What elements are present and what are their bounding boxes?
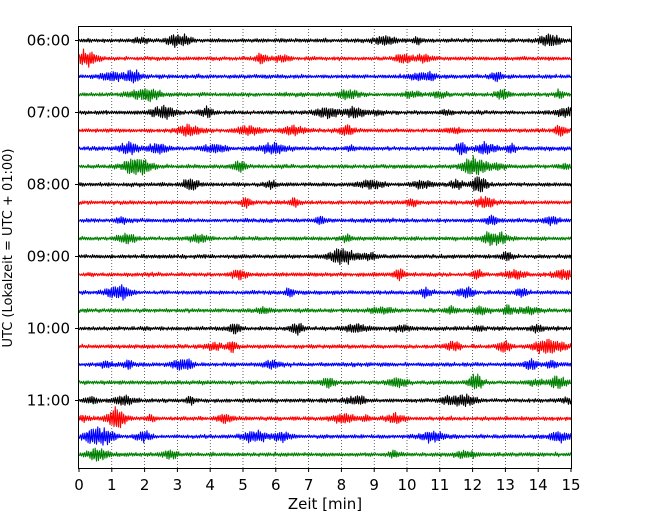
x-tick-label-3: 3 xyxy=(173,476,183,494)
x-tick-label-7: 7 xyxy=(304,476,314,494)
x-tick-label-8: 8 xyxy=(337,476,347,494)
y-tick-label-10:00: 10:00 xyxy=(27,320,70,338)
seismic-traces xyxy=(78,33,572,462)
y-tick-label-09:00: 09:00 xyxy=(27,248,70,266)
x-axis-ticks: 0 1 2 3 4 5 6 7 8 9 10 11 12 13 14 15 xyxy=(74,468,581,494)
trace-1015 xyxy=(78,338,572,355)
trace-1030 xyxy=(78,358,572,371)
x-tick-label-14: 14 xyxy=(529,476,548,494)
x-tick-label-2: 2 xyxy=(140,476,150,494)
trace-0745 xyxy=(78,155,572,176)
x-tick-label-12: 12 xyxy=(463,476,482,494)
trace-0600 xyxy=(78,33,572,49)
x-tick-label-4: 4 xyxy=(205,476,215,494)
trace-0830 xyxy=(78,214,572,227)
trace-0700 xyxy=(78,104,572,120)
trace-1130 xyxy=(78,426,572,446)
trace-1145 xyxy=(78,447,572,462)
trace-0715 xyxy=(78,123,572,137)
trace-0945 xyxy=(78,304,572,316)
plot-frame xyxy=(78,26,572,469)
trace-1045 xyxy=(78,373,572,390)
x-tick-label-6: 6 xyxy=(271,476,281,494)
y-axis-ticks: 06:00 07:00 08:00 09:00 10:00 11:00 xyxy=(27,32,79,410)
x-tick-label-1: 1 xyxy=(107,476,117,494)
trace-0615 xyxy=(78,48,572,68)
y-tick-label-06:00: 06:00 xyxy=(27,32,70,50)
x-tick-label-0: 0 xyxy=(74,476,84,494)
y-tick-label-11:00: 11:00 xyxy=(27,392,70,410)
x-tick-label-10: 10 xyxy=(397,476,416,494)
y-tick-label-07:00: 07:00 xyxy=(27,104,70,122)
trace-1000 xyxy=(78,322,572,336)
trace-0730 xyxy=(78,140,572,156)
trace-0815 xyxy=(78,196,572,209)
trace-0845 xyxy=(78,231,572,247)
x-axis-label: Zeit [min] xyxy=(288,495,362,513)
y-axis-label: UTC (Lokalzeit = UTC + 01:00) xyxy=(1,149,16,348)
x-tick-label-5: 5 xyxy=(238,476,248,494)
x-tick-label-9: 9 xyxy=(369,476,379,494)
y-tick-label-08:00: 08:00 xyxy=(27,176,70,194)
x-tick-label-15: 15 xyxy=(561,476,580,494)
trace-0900 xyxy=(78,248,572,266)
trace-0800 xyxy=(78,176,572,193)
trace-0645 xyxy=(78,87,572,103)
trace-1100 xyxy=(78,393,572,407)
trace-0930 xyxy=(78,284,572,301)
trace-0630 xyxy=(78,69,572,84)
trace-1115 xyxy=(78,406,572,429)
x-tick-label-11: 11 xyxy=(430,476,449,494)
x-tick-label-13: 13 xyxy=(496,476,515,494)
trace-0915 xyxy=(78,268,572,282)
